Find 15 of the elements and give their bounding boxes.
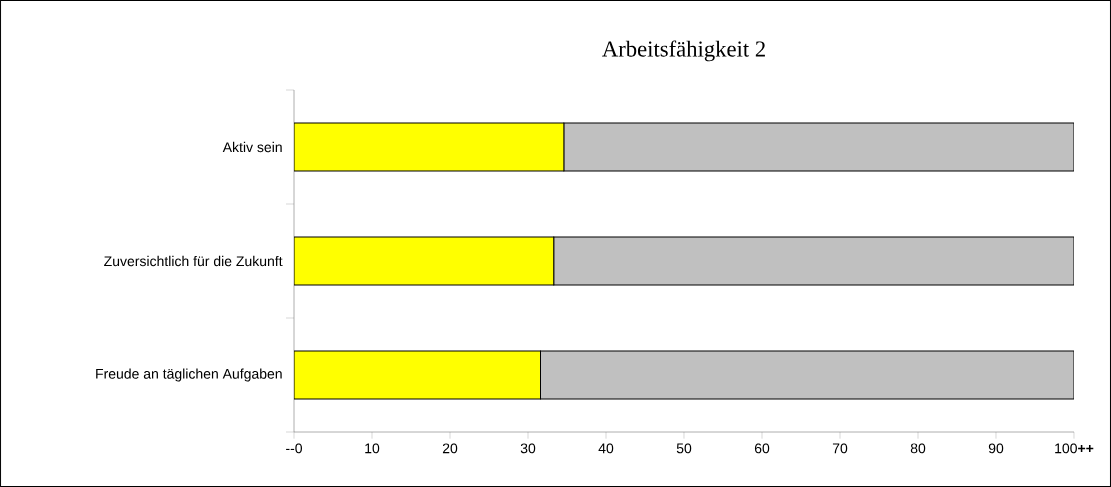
x-tick-label: 20 xyxy=(442,443,458,454)
y-tick-label: Zuversichtlich für die Zukunft xyxy=(104,255,283,267)
x-tick-label: 70 xyxy=(832,443,848,454)
x-tick-label: 10 xyxy=(365,443,380,454)
x-tick-label: 80 xyxy=(910,443,926,454)
chart-title: Arbeitsfähigkeit 2 xyxy=(602,40,765,62)
x-tick-label: 30 xyxy=(520,443,536,454)
x-tick-label: 40 xyxy=(598,443,614,454)
x-tick-label: --0 xyxy=(286,443,303,454)
x-tick-label: 60 xyxy=(754,443,770,454)
y-tick-label: Freude an täglichen Aufgaben xyxy=(96,368,282,382)
x-tick-label: 50 xyxy=(676,443,692,454)
y-tick-label: Aktiv sein xyxy=(222,141,282,153)
x-tick-label: 90 xyxy=(988,443,1004,454)
x-tick-label: 100++ xyxy=(1055,443,1094,454)
